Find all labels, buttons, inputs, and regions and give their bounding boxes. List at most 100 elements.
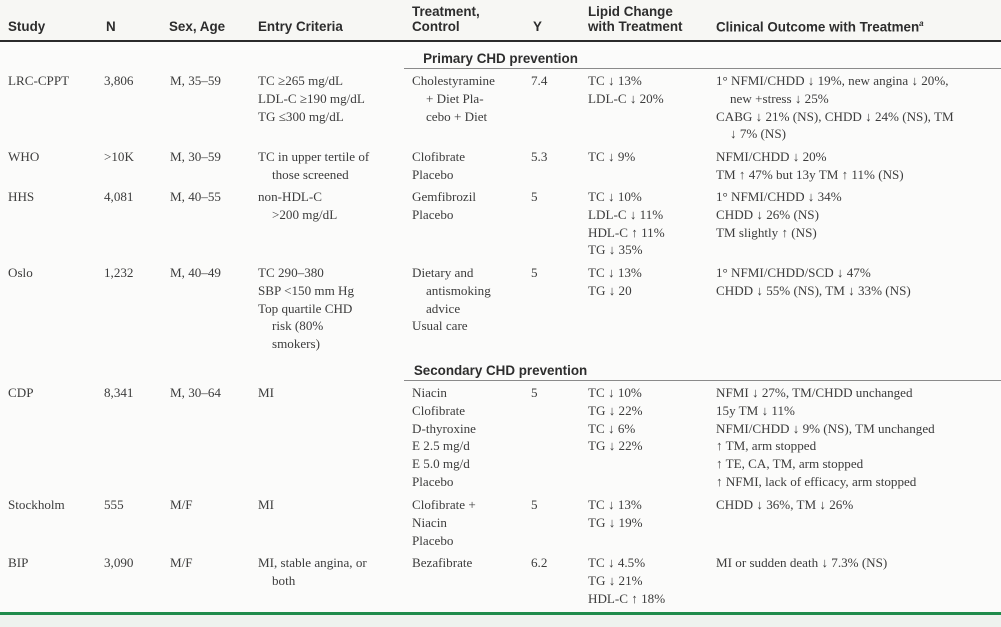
n-cell: >10K bbox=[104, 149, 134, 164]
cell-line: NFMI ↓ 27%, TM/CHDD unchanged bbox=[716, 385, 913, 400]
clinical-outcome-cell: 1° NFMI/CHDD ↓ 34% CHDD ↓ 26% (NS) TM slig… bbox=[716, 188, 842, 241]
cell-line: ↑ NFMI, lack of efficacy, arm stopped bbox=[716, 473, 917, 489]
header-lipid-change: Lipid Change with Treatment bbox=[588, 4, 683, 34]
cell-line: E 2.5 mg/d bbox=[412, 438, 470, 454]
cell-line: Clofibrate bbox=[412, 402, 466, 418]
n-cell: 8,341 bbox=[104, 385, 134, 400]
table-header: Study N Sex, Age Entry Criteria Treatmen… bbox=[0, 0, 1001, 42]
years-cell: 6.2 bbox=[531, 555, 548, 570]
cell-line: risk (80% bbox=[272, 318, 324, 334]
cell-line: >200 mg/dL bbox=[272, 206, 338, 222]
cell-line: Bezafibrate bbox=[412, 555, 473, 570]
cell-line: Top quartile CHD bbox=[258, 300, 353, 316]
cell-line: Clofibrate bbox=[412, 149, 466, 164]
cell-line: LDL-C ↓ 20% bbox=[588, 90, 664, 106]
cell-line: ↑ TE, CA, TM, arm stopped bbox=[716, 456, 864, 472]
sex-age-cell: M, 30–64 bbox=[170, 385, 221, 400]
years-cell: 5.3 bbox=[531, 149, 548, 164]
cell-line: 15y TM ↓ 11% bbox=[716, 402, 795, 418]
cell-line: CABG ↓ 21% (NS), CHDD ↓ 24% (NS), TM bbox=[716, 108, 954, 124]
header-clinical-outcome: Clinical Outcome with Treatmena bbox=[716, 16, 924, 34]
entry-criteria-cell: MI bbox=[258, 384, 274, 402]
cell-line: TC ≥265 mg/dL bbox=[258, 73, 344, 88]
cell-line: Niacin bbox=[412, 385, 447, 400]
cell-line: D-thyroxine bbox=[412, 420, 476, 436]
cell-line: HDL-C ↑ 18% bbox=[588, 590, 666, 606]
lipid-change-cell: TC ↓ 13% TG ↓ 19% bbox=[588, 496, 643, 532]
header-years: Y bbox=[533, 19, 542, 34]
header-entry-criteria: Entry Criteria bbox=[258, 19, 343, 34]
cell-line: TC ↓ 9% bbox=[588, 149, 636, 164]
cell-line: TC ↓ 10% bbox=[588, 385, 642, 400]
page-bottom-strip bbox=[0, 615, 1001, 627]
header-n: N bbox=[106, 19, 116, 34]
cell-line: TC ↓ 4.5% bbox=[588, 555, 646, 570]
n-cell: 3,090 bbox=[104, 555, 134, 570]
lipid-change-cell: TC ↓ 13% TG ↓ 20 bbox=[588, 264, 642, 300]
cell-line: Placebo bbox=[412, 166, 454, 182]
cell-line: NFMI/CHDD ↓ 20% bbox=[716, 149, 827, 164]
entry-criteria-cell: MI bbox=[258, 496, 274, 514]
cell-line: HDL-C ↑ 11% bbox=[588, 224, 665, 240]
cell-line: SBP <150 mm Hg bbox=[258, 282, 355, 298]
n-cell: 4,081 bbox=[104, 189, 134, 204]
cell-line: ↓ 7% (NS) bbox=[730, 126, 787, 142]
clinical-outcome-cell: CHDD ↓ 36%, TM ↓ 26% bbox=[716, 496, 853, 514]
sex-age-cell: M, 40–55 bbox=[170, 189, 221, 204]
study-cell: Oslo bbox=[8, 265, 33, 280]
sex-age-cell: M/F bbox=[170, 555, 193, 570]
cell-line: TG ↓ 22% bbox=[588, 438, 643, 454]
treatment-cell: Dietary and antismoking advice Usual care bbox=[412, 264, 491, 335]
entry-criteria-cell: TC ≥265 mg/dL LDL-C ≥190 mg/dL TG ≤300 mg/… bbox=[258, 72, 365, 125]
treatment-cell: Bezafibrate bbox=[412, 554, 472, 572]
n-cell: 555 bbox=[104, 497, 124, 512]
section-rule-primary bbox=[404, 68, 1001, 69]
cell-line: CHDD ↓ 36%, TM ↓ 26% bbox=[716, 497, 854, 512]
cell-line: TM slightly ↑ (NS) bbox=[716, 224, 817, 240]
lipid-change-cell: TC ↓ 4.5% TG ↓ 21% HDL-C ↑ 18% bbox=[588, 554, 665, 607]
sex-age-cell: M/F bbox=[170, 497, 193, 512]
sex-age-cell: M, 40–49 bbox=[170, 265, 221, 280]
years-cell: 5 bbox=[531, 385, 538, 400]
cell-line: Niacin bbox=[412, 514, 447, 530]
cell-line: NFMI/CHDD ↓ 9% (NS), TM unchanged bbox=[716, 420, 935, 436]
years-cell: 5 bbox=[531, 265, 538, 280]
header-outcome-text: Clinical Outcome with Treatmen bbox=[716, 19, 920, 34]
cell-line: smokers) bbox=[272, 336, 321, 352]
cell-line: MI bbox=[258, 385, 275, 400]
cell-line: TC ↓ 6% bbox=[588, 420, 636, 436]
sex-age-cell: M, 30–59 bbox=[170, 149, 221, 164]
cell-line: Dietary and bbox=[412, 265, 474, 280]
header-sex-age: Sex, Age bbox=[169, 19, 226, 34]
clinical-outcome-cell: NFMI/CHDD ↓ 20% TM ↑ 47% but 13y TM ↑ 11%… bbox=[716, 148, 904, 184]
cell-line: MI, stable angina, or bbox=[258, 555, 367, 570]
treatment-cell: Niacin Clofibrate D-thyroxine E 2.5 mg/d E 5… bbox=[412, 384, 476, 491]
cell-line: Cholestyramine bbox=[412, 73, 495, 88]
cell-line: TC in upper tertile of bbox=[258, 149, 370, 164]
cell-line: both bbox=[272, 572, 296, 588]
cell-line: MI or sudden death ↓ 7.3% (NS) bbox=[716, 555, 888, 570]
years-cell: 5 bbox=[531, 497, 538, 512]
cell-line: 1° NFMI/CHDD ↓ 34% bbox=[716, 189, 842, 204]
cell-line: LDL-C ↓ 11% bbox=[588, 206, 664, 222]
cell-line: Placebo bbox=[412, 532, 454, 548]
table-bottom-rule bbox=[0, 612, 1001, 615]
cell-line: Gemfibrozil bbox=[412, 189, 476, 204]
cell-line: 1° NFMI/CHDD/SCD ↓ 47% bbox=[716, 265, 871, 280]
treatment-cell: Cholestyramine + Diet Pla-cebo + Diet bbox=[412, 72, 495, 125]
cell-line: TG ↓ 22% bbox=[588, 402, 643, 418]
cell-line: TG ↓ 35% bbox=[588, 242, 643, 258]
study-cell: CDP bbox=[8, 385, 34, 400]
cell-line: 1° NFMI/CHDD ↓ 19%, new angina ↓ 20%, bbox=[716, 73, 949, 88]
header-outcome-footnote-mark: a bbox=[919, 18, 924, 28]
study-cell: WHO bbox=[8, 149, 40, 164]
cell-line: TC 290–380 bbox=[258, 265, 324, 280]
cell-line: TG ≤300 mg/dL bbox=[258, 108, 344, 124]
study-cell: BIP bbox=[8, 555, 29, 570]
n-cell: 3,806 bbox=[104, 73, 134, 88]
header-treatment-control: Treatment, Control bbox=[412, 4, 480, 34]
cell-line: TC ↓ 13% bbox=[588, 265, 642, 280]
cell-line: antismoking bbox=[426, 282, 491, 298]
cell-line: + Diet Pla- bbox=[426, 90, 484, 106]
cell-line: Placebo bbox=[412, 473, 454, 489]
